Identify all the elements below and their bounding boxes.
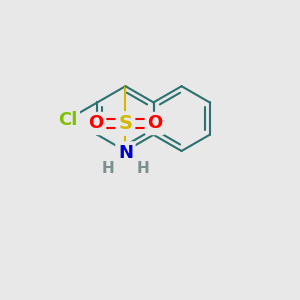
Text: O: O — [147, 115, 163, 133]
Text: O: O — [88, 115, 104, 133]
Text: Cl: Cl — [58, 111, 77, 129]
Text: N: N — [118, 144, 133, 162]
Text: S: S — [118, 114, 133, 133]
Text: H: H — [137, 161, 149, 176]
Text: H: H — [101, 161, 114, 176]
